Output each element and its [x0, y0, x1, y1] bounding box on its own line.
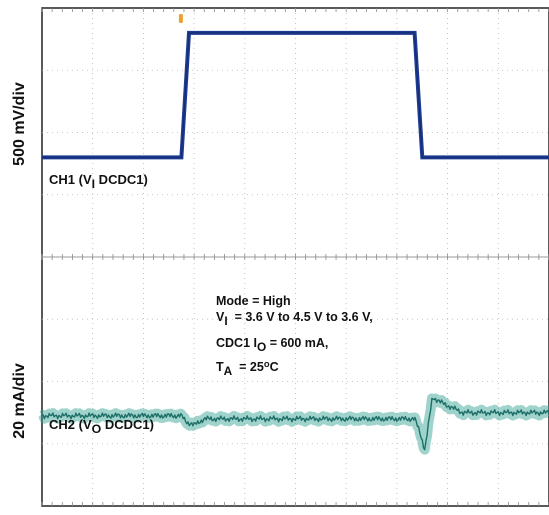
ch2-label-sub: O: [91, 422, 102, 437]
annotation-vi-post: = 3.6 V to 4.5 V to 3.6 V,: [227, 310, 373, 324]
annotation-io: CDC1 IO = 600 mA,: [216, 336, 329, 354]
annotation-ta-sup: o: [263, 358, 270, 369]
annotation-ta-post: C: [269, 360, 279, 374]
ch1-label-sub: I: [91, 177, 96, 192]
ch1-trace-core: [42, 32, 549, 158]
annotation-ta-mid: = 25: [232, 360, 264, 374]
annotation-ta-sub: A: [223, 364, 233, 379]
annotation-vi-pre: V: [216, 310, 225, 324]
ch2-trace: [41, 397, 549, 451]
annotation-ta: TA = 25oC: [216, 358, 279, 378]
ch2-series-label: CH2 (VO DCDC1): [49, 417, 154, 436]
trigger-marker: [178, 14, 183, 23]
annotation-io-sub: O: [256, 340, 267, 355]
ch2-label-post: DCDC1): [101, 417, 154, 432]
ch2-label-pre: CH2 (V: [49, 417, 92, 432]
ch1-series-label: CH1 (VI DCDC1): [49, 172, 148, 191]
annotation-io-post: = 600 mA,: [266, 336, 329, 350]
annotation-ta-pre: T: [216, 360, 224, 374]
annotation-vi-sub: I: [224, 314, 228, 329]
y-axis-label-bottom: 20 mA/div: [11, 363, 28, 439]
annotation-vi: VI = 3.6 V to 4.5 V to 3.6 V,: [216, 310, 373, 328]
ch1-label-post: DCDC1): [95, 172, 148, 187]
trigger-markers: [178, 14, 183, 23]
grid: [41, 7, 549, 507]
annotation-mode: Mode = High: [216, 294, 291, 308]
annotation-io-pre: CDC1 I: [216, 336, 257, 350]
y-axis-label-top: 500 mV/div: [11, 82, 28, 166]
ch1-label-pre: CH1 (V: [49, 172, 92, 187]
traces: [38, 30, 549, 455]
